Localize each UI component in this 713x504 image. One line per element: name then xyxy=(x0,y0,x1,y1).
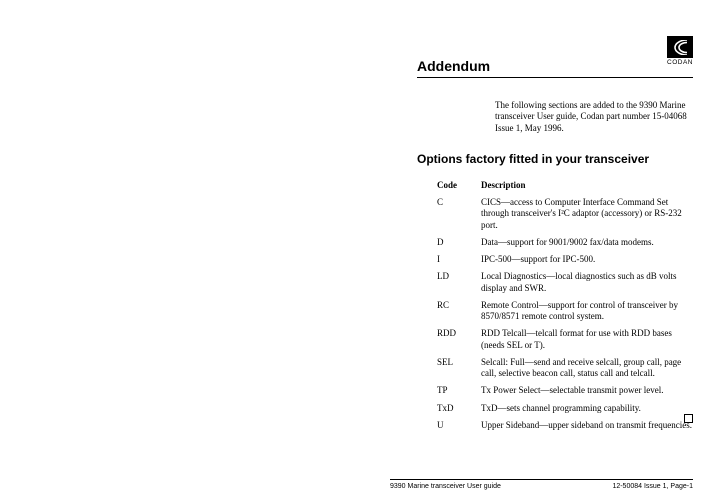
intro-text: The following sections are added to the … xyxy=(495,100,691,134)
page-footer: 9390 Marine transceiver User guide 12-50… xyxy=(390,479,693,490)
table-header-row: Code Description xyxy=(437,180,693,191)
cell-desc: Local Diagnostics—local diagnostics such… xyxy=(481,271,693,294)
cell-code: TP xyxy=(437,385,481,396)
col-header-desc: Description xyxy=(481,180,693,191)
header-rule xyxy=(417,77,693,78)
cell-desc: Tx Power Select—selectable transmit powe… xyxy=(481,385,693,396)
footer-left: 9390 Marine transceiver User guide xyxy=(390,483,501,490)
cell-desc: Data—support for 9001/9002 fax/data mode… xyxy=(481,237,693,248)
cell-desc: CICS—access to Computer Interface Comman… xyxy=(481,197,693,231)
cell-desc: RDD Telcall—telcall format for use with … xyxy=(481,328,693,351)
table-row: U Upper Sideband—upper sideband on trans… xyxy=(437,420,693,431)
brand-logo: CODAN xyxy=(667,36,693,66)
table-row: SEL Selcall: Full—send and receive selca… xyxy=(437,357,693,380)
cell-desc: Upper Sideband—upper sideband on transmi… xyxy=(481,420,693,431)
cell-desc: Remote Control—support for control of tr… xyxy=(481,300,693,323)
section-title: Options factory fitted in your transceiv… xyxy=(417,152,693,166)
cell-code: RDD xyxy=(437,328,481,351)
table-row: RDD RDD Telcall—telcall format for use w… xyxy=(437,328,693,351)
table-row: D Data—support for 9001/9002 fax/data mo… xyxy=(437,237,693,248)
footer-right: 12-50084 Issue 1, Page-1 xyxy=(612,483,693,490)
options-table: Code Description C CICS—access to Comput… xyxy=(437,180,693,431)
cell-desc: TxD—sets channel programming capability. xyxy=(481,403,693,414)
cell-code: SEL xyxy=(437,357,481,380)
cell-code: I xyxy=(437,254,481,265)
brand-name: CODAN xyxy=(667,59,693,66)
page-title: Addendum xyxy=(417,38,693,77)
table-row: TxD TxD—sets channel programming capabil… xyxy=(437,403,693,414)
table-row: TP Tx Power Select—selectable transmit p… xyxy=(437,385,693,396)
table-row: I IPC-500—support for IPC-500. xyxy=(437,254,693,265)
end-of-section-icon xyxy=(684,414,693,423)
cell-code: LD xyxy=(437,271,481,294)
cell-code: RC xyxy=(437,300,481,323)
logo-mark xyxy=(667,36,693,58)
table-row: RC Remote Control—support for control of… xyxy=(437,300,693,323)
table-row: C CICS—access to Computer Interface Comm… xyxy=(437,197,693,231)
cell-code: C xyxy=(437,197,481,231)
cell-code: D xyxy=(437,237,481,248)
cell-code: U xyxy=(437,420,481,431)
col-header-code: Code xyxy=(437,180,481,191)
cell-desc: IPC-500—support for IPC-500. xyxy=(481,254,693,265)
cell-desc: Selcall: Full—send and receive selcall, … xyxy=(481,357,693,380)
cell-code: TxD xyxy=(437,403,481,414)
table-row: LD Local Diagnostics—local diagnostics s… xyxy=(437,271,693,294)
